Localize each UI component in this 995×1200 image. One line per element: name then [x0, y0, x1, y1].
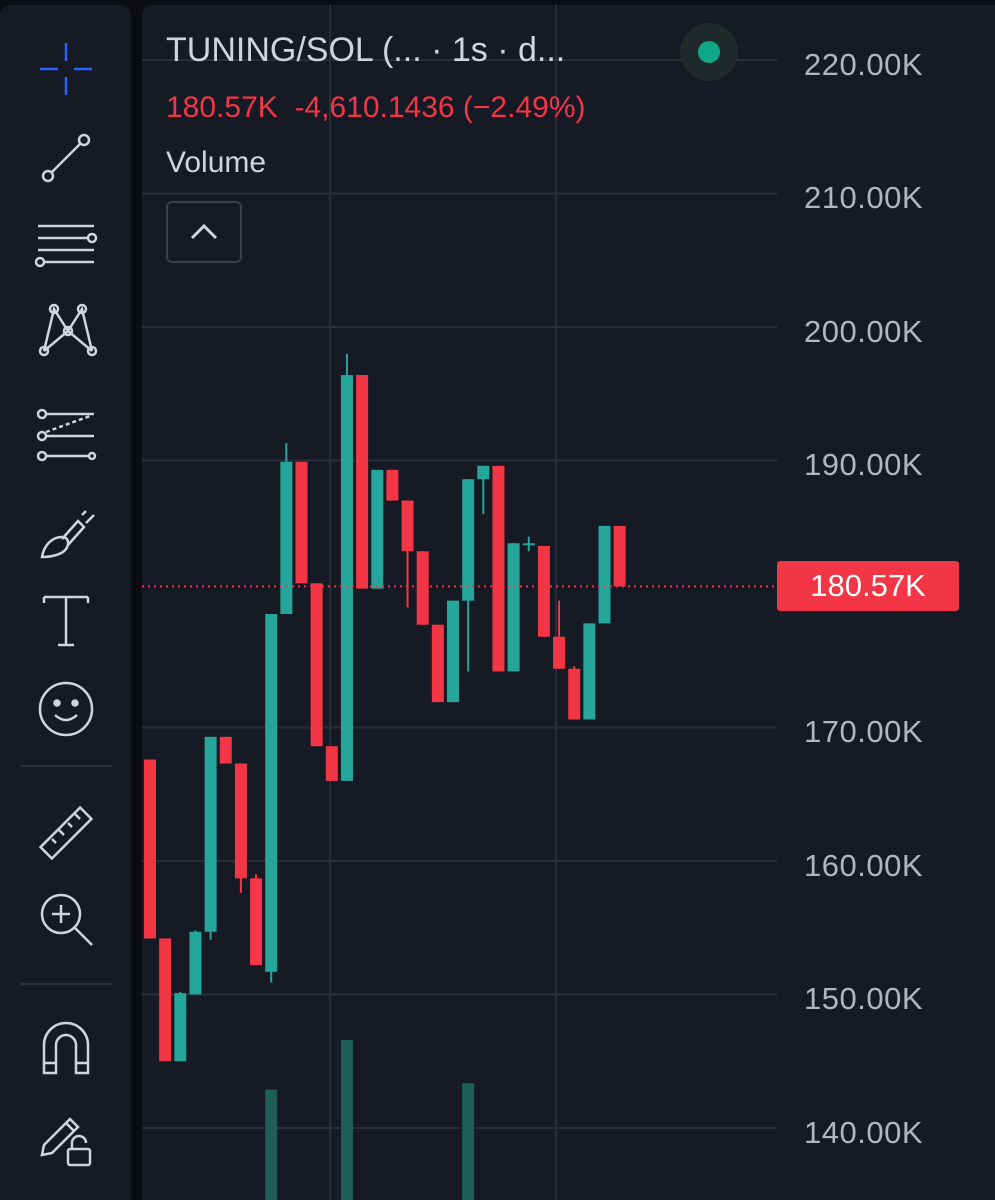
volume-bar: [265, 1089, 278, 1200]
candle-body: [507, 543, 520, 672]
candle-body: [568, 668, 581, 720]
candle-body: [553, 636, 566, 669]
candle-body: [371, 469, 384, 589]
volume-indicator-label[interactable]: Volume: [166, 146, 267, 179]
candle-body: [401, 500, 414, 552]
candle-body: [583, 623, 596, 720]
toolbar-separator: [20, 765, 112, 767]
last-price-tag: 180.57K: [777, 561, 959, 611]
candle-body: [325, 746, 338, 781]
volume-bar: [340, 1040, 353, 1200]
candle-body: [477, 465, 490, 480]
toolbar-separator: [20, 983, 112, 985]
price-axis-label: 170.00K: [804, 714, 923, 749]
candle-body: [250, 878, 263, 966]
lock-drawing-icon[interactable]: [18, 1095, 114, 1179]
volume-bar: [462, 1083, 475, 1200]
forecast-icon[interactable]: [18, 394, 114, 478]
candle-body: [159, 938, 172, 1062]
candle-body: [598, 525, 611, 624]
zoom-in-icon[interactable]: [18, 877, 114, 961]
price-axis-label: 190.00K: [804, 447, 923, 482]
candle-body: [310, 583, 323, 747]
magnet-icon[interactable]: [18, 1005, 114, 1089]
crosshair-icon[interactable]: [18, 27, 114, 111]
pattern-icon[interactable]: [18, 287, 114, 371]
status-dot-icon: [698, 41, 720, 63]
candle-body: [522, 543, 535, 546]
candle-body: [144, 759, 156, 939]
market-status-indicator[interactable]: [680, 23, 738, 81]
candle-body: [447, 600, 459, 703]
candle-body: [265, 614, 278, 972]
symbol-title[interactable]: TUNING/SOL (... · 1s · d...: [166, 31, 566, 69]
price-axis-label: 210.00K: [804, 180, 923, 215]
chart-panel[interactable]: TUNING/SOL (... · 1s · d... 180.57K -4,6…: [142, 5, 995, 1200]
collapse-legend-button[interactable]: [166, 201, 242, 263]
candle-body: [492, 465, 505, 672]
legend-change: -4,610.1436 (−2.49%): [294, 91, 586, 124]
candle-body: [234, 763, 247, 879]
candle-body: [295, 461, 308, 584]
candle-body: [386, 469, 399, 501]
candle-body: [219, 736, 232, 764]
chart-canvas[interactable]: [142, 5, 995, 1200]
candle-body: [613, 525, 626, 587]
price-axis-label: 200.00K: [804, 314, 923, 349]
price-axis-label: 150.00K: [804, 981, 923, 1016]
candle-body: [356, 375, 369, 589]
candle-body: [537, 545, 550, 637]
candle-body: [431, 624, 444, 703]
text-icon[interactable]: [18, 577, 114, 661]
candle-body: [174, 993, 187, 1062]
candle-body: [280, 461, 293, 615]
chevron-up-icon: [190, 223, 218, 240]
trend-line-icon[interactable]: [18, 116, 114, 200]
price-axis-label: 220.00K: [804, 47, 923, 82]
candle-body: [189, 931, 202, 995]
drawing-toolbar: [0, 5, 131, 1200]
price-axis-label: 140.00K: [804, 1115, 923, 1150]
horizontal-lines-icon[interactable]: [18, 202, 114, 286]
candle-body: [462, 479, 475, 601]
price-axis-label: 160.00K: [804, 848, 923, 883]
ruler-icon[interactable]: [18, 791, 114, 875]
candle-body: [204, 736, 217, 932]
emoji-icon[interactable]: [18, 667, 114, 751]
brush-icon[interactable]: [18, 491, 114, 575]
ohlc-legend: 180.57K -4,610.1436 (−2.49%): [166, 91, 586, 125]
candle-body: [416, 551, 429, 625]
candle-body: [340, 375, 353, 781]
legend-close-price: 180.57K: [166, 91, 278, 124]
